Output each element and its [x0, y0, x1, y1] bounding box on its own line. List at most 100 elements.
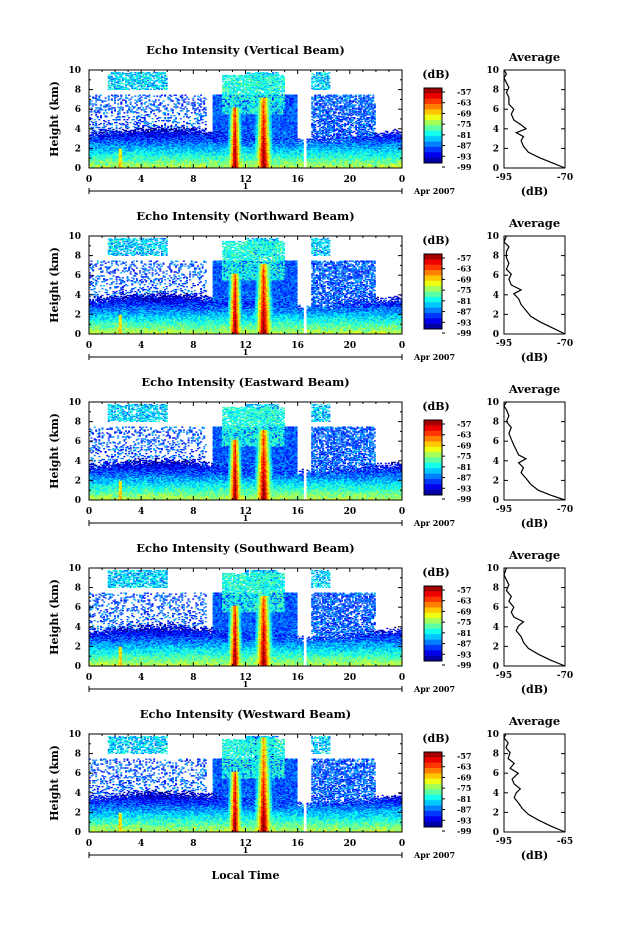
heatmap-cell	[141, 114, 143, 115]
heatmap-cell	[119, 79, 121, 80]
heatmap-cell	[133, 116, 135, 117]
heatmap-cell	[148, 96, 150, 97]
heatmap-cell	[120, 127, 122, 128]
heatmap-cell	[142, 129, 144, 130]
heatmap-cell	[155, 115, 157, 116]
heatmap-cell	[117, 95, 119, 96]
heatmap-cell	[148, 72, 150, 73]
heatmap-cell	[122, 107, 124, 108]
heatmap-cell	[139, 123, 141, 124]
panel-1: Echo Intensity (Vertical Beam)0246810Hei…	[48, 43, 573, 198]
heatmap-cell	[98, 127, 100, 128]
heatmap-cell	[114, 107, 116, 108]
heatmap-cell	[139, 107, 141, 108]
heatmap-cell	[111, 111, 113, 112]
heatmap-cell	[141, 96, 143, 97]
heatmap-cell	[91, 111, 93, 112]
heatmap-cell	[105, 121, 107, 122]
heatmap-cell	[116, 122, 118, 123]
heatmap-cell	[134, 95, 136, 96]
heatmap-cell	[142, 107, 144, 108]
heatmap-cell	[120, 97, 122, 98]
heatmap-cell	[128, 127, 130, 128]
heatmap-cell	[120, 131, 122, 132]
heatmap	[89, 72, 402, 168]
heatmap-cell	[106, 116, 108, 117]
heatmap-cell	[147, 105, 149, 106]
heatmap-cell	[148, 95, 150, 96]
heatmap-cell	[100, 95, 102, 96]
heatmap-cell	[108, 98, 110, 99]
heatmap-cell	[153, 113, 155, 114]
heatmap-cell	[105, 109, 107, 110]
heatmap-cell	[141, 102, 143, 103]
heatmap-cell	[109, 105, 111, 106]
heatmap-cell	[145, 97, 147, 98]
heatmap-cell	[120, 95, 122, 96]
heatmap-cell	[91, 100, 93, 101]
heatmap-cell	[106, 112, 108, 113]
heatmap-cell	[114, 102, 116, 103]
heatmap-cell	[117, 103, 119, 104]
heatmap-cell	[150, 123, 152, 124]
heatmap-cell	[95, 104, 97, 105]
heatmap-cell	[119, 112, 121, 113]
echo-intensity-figure: Echo Intensity (Vertical Beam)0246810Hei…	[0, 0, 619, 929]
heatmap-cell	[98, 111, 100, 112]
heatmap-cell	[116, 127, 118, 128]
heatmap-cell	[153, 95, 155, 96]
heatmap-cell	[98, 119, 100, 120]
heatmap-cell	[155, 121, 157, 122]
heatmap-cell	[141, 99, 143, 100]
heatmap-cell	[123, 116, 125, 117]
heatmap-cell	[116, 75, 118, 76]
heatmap-cell	[111, 76, 113, 77]
heatmap-cell	[102, 109, 104, 110]
heatmap-cell	[108, 103, 110, 104]
heatmap-cell	[152, 118, 154, 119]
heatmap-cell	[148, 99, 150, 100]
heatmap-cell	[108, 120, 110, 121]
heatmap-cell	[97, 116, 99, 117]
heatmap-cell	[127, 115, 129, 116]
heatmap-cell	[91, 107, 93, 108]
panel-title: Echo Intensity (Vertical Beam)	[146, 43, 345, 57]
heatmap-cell	[92, 127, 94, 128]
heatmap-cell	[127, 124, 129, 125]
heatmap-cell	[130, 107, 132, 108]
heatmap-cell	[120, 101, 122, 102]
heatmap-cell	[111, 123, 113, 124]
heatmap-cell	[125, 100, 127, 101]
heatmap-cell	[103, 123, 105, 124]
heatmap-cell	[153, 103, 155, 104]
heatmap-cell	[100, 106, 102, 107]
heatmap-cell	[128, 95, 130, 96]
heatmap-cell	[116, 125, 118, 126]
heatmap-cell	[92, 105, 94, 106]
heatmap-cell	[119, 116, 121, 117]
heatmap-cell	[95, 95, 97, 96]
heatmap-cell	[119, 119, 121, 120]
heatmap-cell	[148, 116, 150, 117]
heatmap-cell	[122, 109, 124, 110]
heatmap-cell	[145, 108, 147, 109]
heatmap-cell	[111, 109, 113, 110]
heatmap-cell	[123, 119, 125, 120]
heatmap-cell	[105, 97, 107, 98]
heatmap-cell	[95, 121, 97, 122]
heatmap-cell	[103, 112, 105, 113]
heatmap-cell	[145, 111, 147, 112]
heatmap-cell	[139, 119, 141, 120]
heatmap-cell	[127, 119, 129, 120]
heatmap-cell	[128, 89, 130, 90]
heatmap-cell	[95, 101, 97, 102]
heatmap-cell	[111, 127, 113, 128]
heatmap-cell	[130, 103, 132, 104]
heatmap-cell	[152, 121, 154, 122]
heatmap-cell	[131, 109, 133, 110]
heatmap-cell	[91, 114, 93, 115]
heatmap-cell	[139, 95, 141, 96]
heatmap-cell	[112, 129, 114, 130]
heatmap-cell	[130, 122, 132, 123]
heatmap-cell	[100, 104, 102, 105]
